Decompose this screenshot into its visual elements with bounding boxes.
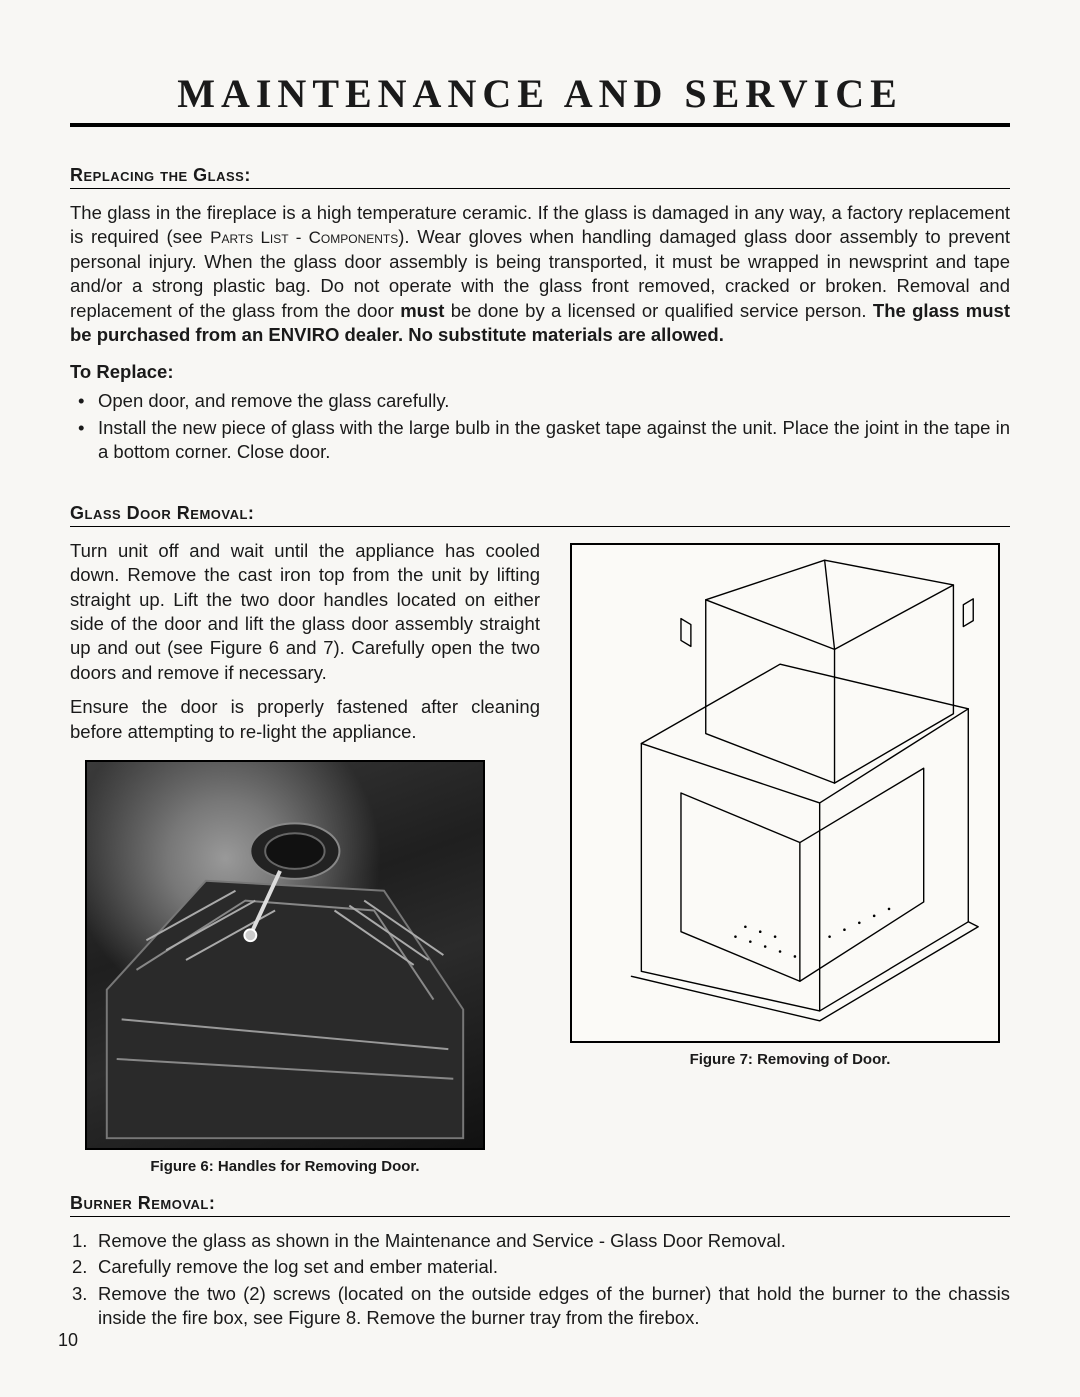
- figure-7-image: [570, 543, 1000, 1043]
- page-title: Maintenance And Service: [70, 70, 1010, 127]
- section-heading-burner-removal: Burner Removal:: [70, 1193, 1010, 1217]
- list-item: Remove the glass as shown in the Mainten…: [70, 1229, 1010, 1253]
- figure-6: Figure 6: Handles for Removing Door.: [70, 760, 500, 1175]
- manual-page: Maintenance And Service Replacing the Gl…: [0, 0, 1080, 1397]
- section-heading-glass-door-removal: Glass Door Removal:: [70, 503, 1010, 527]
- glass-door-removal-block: Figure 7: Removing of Door. Turn unit of…: [70, 539, 1010, 1175]
- text-smallcaps: Parts List - Components: [210, 228, 398, 247]
- section-heading-replacing-glass: Replacing the Glass:: [70, 165, 1010, 189]
- text: Remove the glass as shown in the: [98, 1230, 385, 1251]
- list-item: Install the new piece of glass with the …: [70, 416, 1010, 465]
- figure-6-image: [85, 760, 485, 1150]
- burner-removal-list: Remove the glass as shown in the Mainten…: [70, 1229, 1010, 1331]
- text-smallcaps: Maintenance and Service - Glass Door Rem…: [385, 1230, 781, 1251]
- text: be done by a licensed or qualified servi…: [444, 300, 872, 321]
- text: .: [781, 1230, 786, 1251]
- list-item: Carefully remove the log set and ember m…: [70, 1255, 1010, 1279]
- to-replace-subhead: To Replace:: [70, 361, 1010, 383]
- text-bold: must: [400, 300, 444, 321]
- replacing-glass-paragraph: The glass in the fireplace is a high tem…: [70, 201, 1010, 347]
- figure-6-caption: Figure 6: Handles for Removing Door.: [70, 1158, 500, 1175]
- list-item: Open door, and remove the glass carefull…: [70, 389, 1010, 413]
- to-replace-list: Open door, and remove the glass carefull…: [70, 389, 1010, 464]
- figure-7: Figure 7: Removing of Door.: [570, 543, 1010, 1068]
- page-number: 10: [58, 1330, 78, 1351]
- figure-7-caption: Figure 7: Removing of Door.: [570, 1051, 1010, 1068]
- list-item: Remove the two (2) screws (located on th…: [70, 1282, 1010, 1331]
